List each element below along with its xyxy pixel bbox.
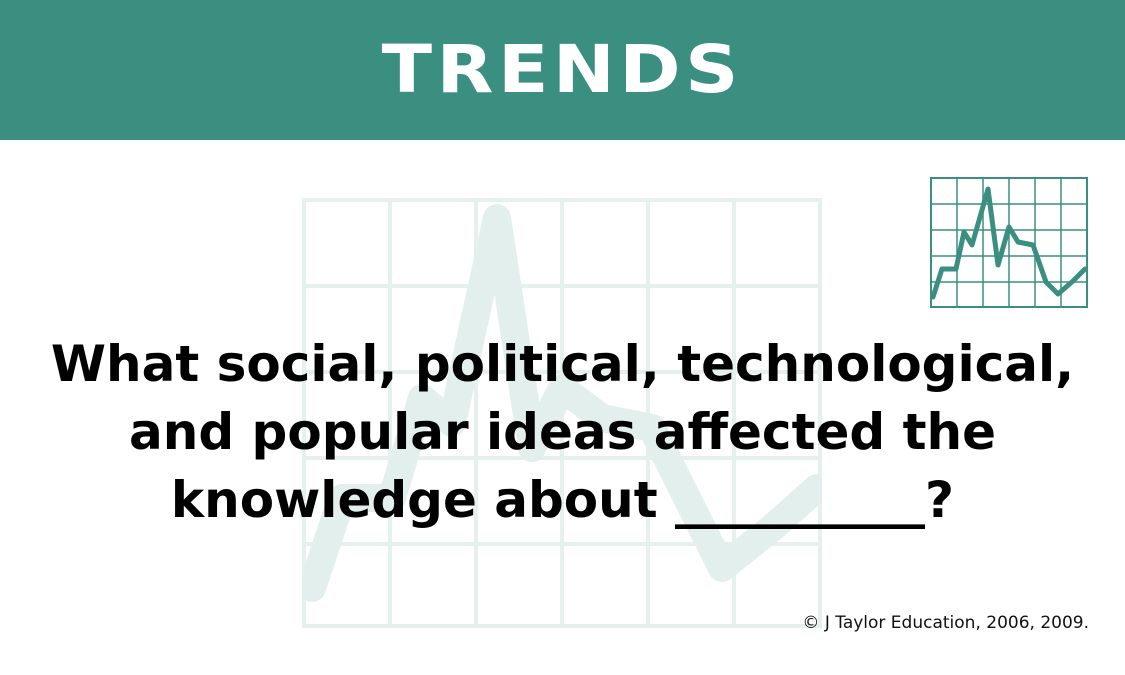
page-title: TRENDS — [381, 30, 744, 108]
question-line-2: and popular ideas affected the — [129, 403, 996, 461]
copyright-notice: © J Taylor Education, 2006, 2009. — [802, 613, 1089, 633]
question-line-3: knowledge about __________? — [170, 471, 955, 529]
question-line-1: What social, political, technological, — [50, 335, 1075, 393]
line-chart-watermark-icon — [302, 198, 822, 628]
line-chart-icon — [930, 177, 1088, 308]
question-text: What social, political, technological, a… — [0, 330, 1125, 534]
title-banner: TRENDS — [0, 0, 1125, 140]
